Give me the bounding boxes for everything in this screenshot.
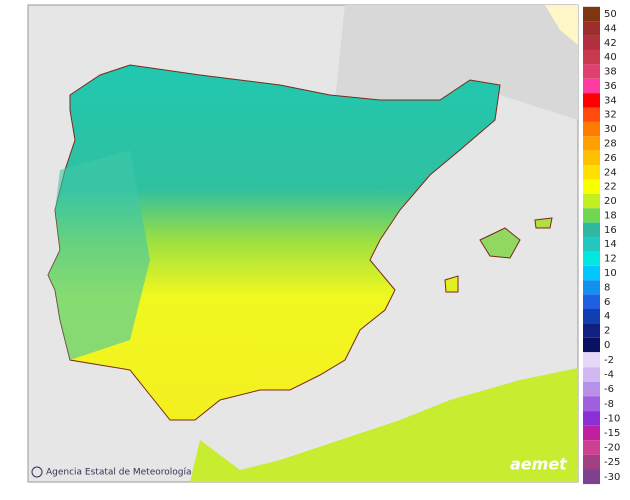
legend-swatch — [583, 425, 600, 441]
legend-swatch — [583, 469, 600, 485]
ibiza — [444, 275, 459, 293]
france-data — [545, 5, 578, 45]
legend-swatch — [583, 411, 600, 426]
legend-swatch — [583, 440, 600, 455]
credit: Agencia Estatal de Meteorología — [46, 468, 192, 478]
legend-label: 42 — [604, 38, 617, 49]
legend: 5044424038363432302826242220181614121086… — [583, 6, 620, 485]
legend-label: -4 — [604, 370, 614, 381]
legend-label: 16 — [604, 225, 617, 236]
legend-label: 22 — [604, 182, 617, 193]
legend-label: 28 — [604, 139, 617, 150]
legend-swatch — [583, 352, 600, 368]
legend-swatch — [583, 367, 600, 382]
legend-label: -10 — [604, 413, 620, 424]
logo: aemet — [510, 455, 568, 474]
legend-swatch — [583, 179, 600, 194]
legend-swatch — [583, 222, 600, 238]
legend-label: 0 — [604, 340, 610, 351]
legend-label: 6 — [604, 297, 610, 308]
legend-swatch — [583, 150, 600, 166]
legend-swatch — [583, 323, 600, 338]
portugal — [48, 150, 150, 360]
legend-label: 40 — [604, 52, 617, 63]
legend-swatch — [583, 35, 600, 50]
africa — [190, 368, 578, 482]
legend-swatch — [583, 454, 600, 470]
legend-swatch — [583, 237, 600, 252]
legend-swatch — [583, 136, 600, 151]
copyright-icon — [31, 466, 43, 478]
legend-label: 10 — [604, 268, 617, 279]
legend-label: -20 — [604, 443, 620, 454]
legend-swatch — [583, 265, 600, 281]
legend-label: 18 — [604, 210, 617, 221]
legend-label: 38 — [604, 67, 617, 78]
legend-label: 14 — [604, 239, 617, 250]
legend-label: 8 — [604, 282, 610, 293]
france — [335, 5, 578, 120]
legend-label: -25 — [604, 457, 620, 468]
legend-swatch — [583, 78, 600, 94]
legend-swatch — [583, 21, 600, 36]
legend-swatch — [583, 64, 600, 79]
legend-label: 50 — [604, 9, 617, 20]
legend-label: -2 — [604, 355, 614, 366]
legend-label: -6 — [604, 384, 614, 395]
legend-label: 24 — [604, 167, 617, 178]
legend-swatch — [583, 107, 600, 122]
mallorca — [479, 227, 521, 259]
legend-label: 32 — [604, 110, 617, 121]
legend-label: 34 — [604, 95, 617, 106]
legend-swatch — [583, 308, 600, 324]
legend-label: -30 — [604, 472, 620, 483]
legend-label: 4 — [604, 311, 610, 322]
legend-swatch — [583, 93, 600, 108]
legend-label: 2 — [604, 326, 610, 337]
legend-swatch — [583, 121, 600, 137]
menorca — [534, 217, 553, 229]
legend-label: 44 — [604, 23, 617, 34]
legend-swatch — [583, 49, 600, 65]
legend-label: 30 — [604, 124, 617, 135]
legend-label: -15 — [604, 428, 620, 439]
legend-swatch — [583, 251, 600, 266]
legend-label: 26 — [604, 153, 617, 164]
legend-label: 36 — [604, 81, 617, 92]
legend-label: 20 — [604, 196, 617, 207]
legend-label: 12 — [604, 254, 617, 265]
legend-swatch — [583, 396, 600, 412]
legend-swatch — [583, 280, 600, 295]
legend-swatch — [583, 6, 600, 22]
legend-swatch — [583, 294, 600, 309]
legend-swatch — [583, 337, 600, 353]
legend-swatch — [583, 208, 600, 223]
legend-swatch — [583, 381, 600, 397]
legend-swatch — [583, 193, 600, 209]
iberia — [47, 64, 501, 421]
legend-swatch — [583, 165, 600, 180]
legend-label: -8 — [604, 399, 614, 410]
